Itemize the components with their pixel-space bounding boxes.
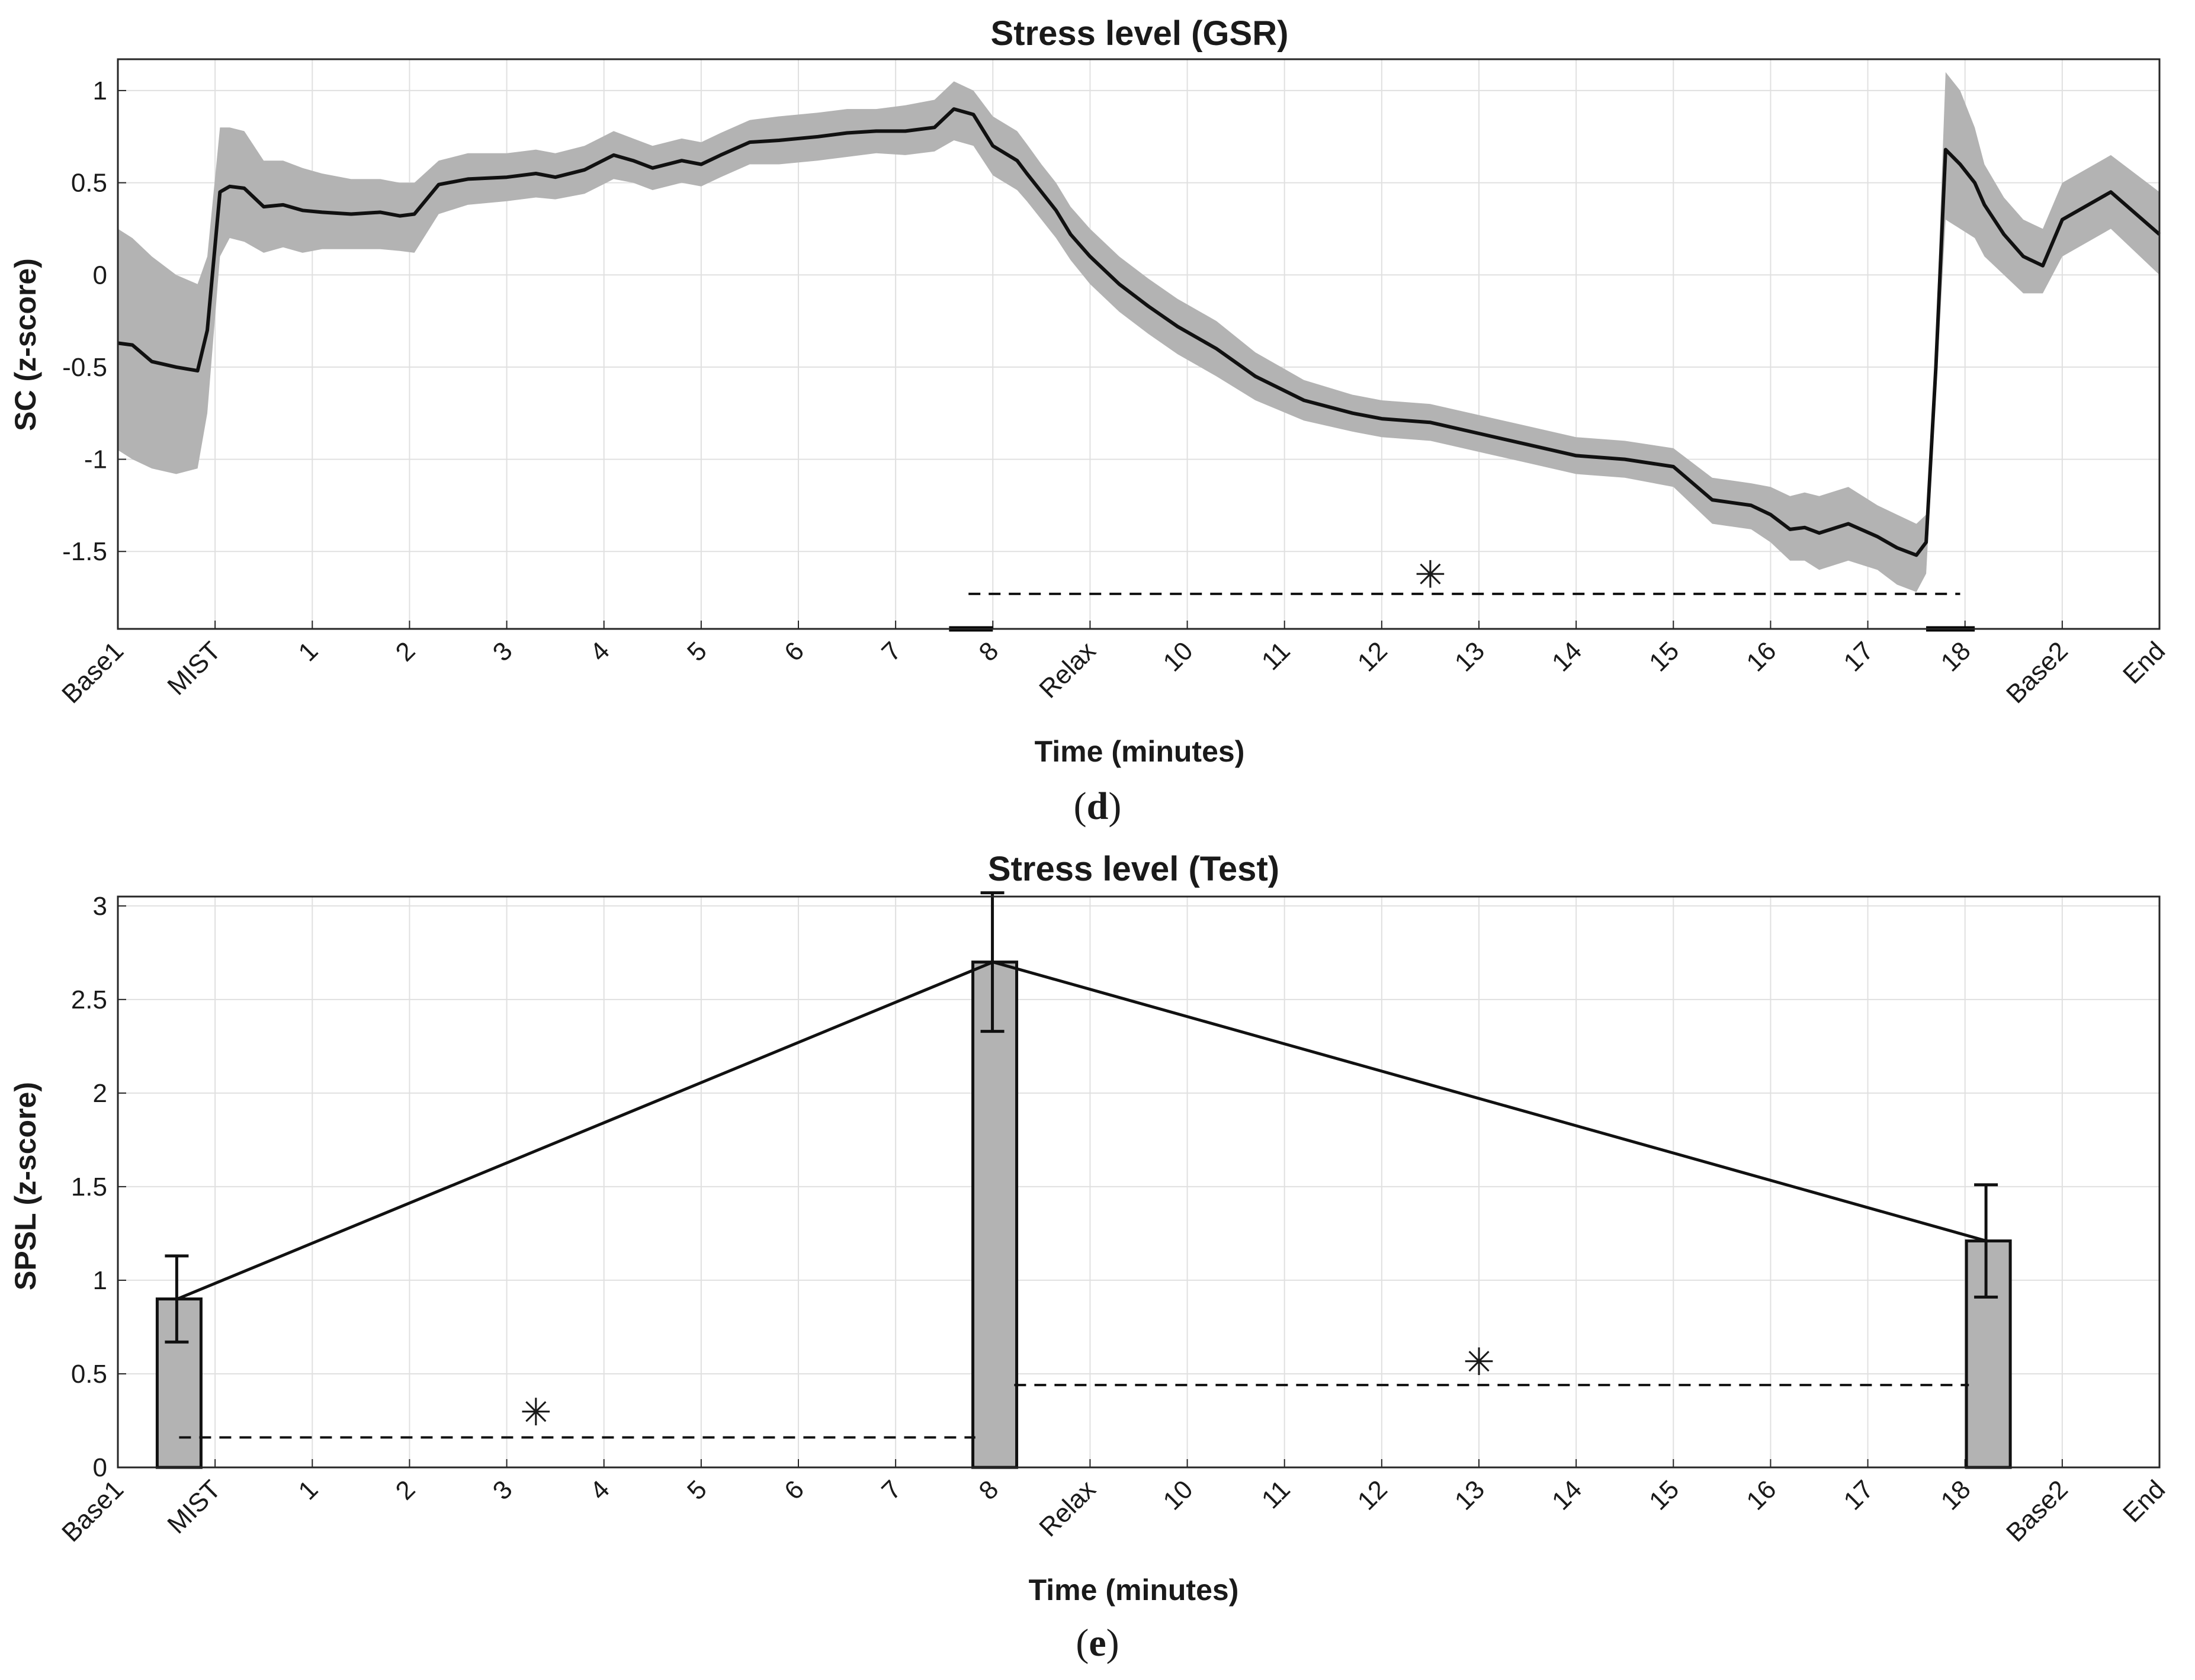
y-tick-label: 1.5 (71, 1173, 107, 1202)
x-tick-label: Base2 (2001, 1475, 2074, 1547)
axes-frame (117, 58, 2161, 630)
x-axis-label: Time (minutes) (1029, 1573, 1239, 1607)
x-tick-label: 17 (1838, 1475, 1879, 1515)
panel-caption: (e) (1076, 1621, 1119, 1665)
x-tick-label: 3 (487, 1475, 518, 1505)
x-tick-label: 15 (1644, 1475, 1684, 1515)
test-chart: Stress level (Test) Time (minutes) SPSL … (9, 850, 2171, 1665)
x-tick-label: 13 (1449, 1475, 1490, 1515)
x-tick-label: 10 (1157, 1475, 1198, 1515)
x-axis-label: Time (minutes) (1035, 735, 1245, 768)
y-tick-label: 0.5 (71, 169, 107, 198)
bar-relax (971, 961, 1019, 1469)
x-tick-label: 18 (1936, 1475, 1976, 1515)
x-tick-labels: Base1 MIST 1 2 3 4 5 6 7 8 Relax 10 11 12 13 14 15 16 17 18… (56, 1475, 2171, 1547)
chart-title: Stress level (Test) (988, 850, 1279, 888)
y-tick-labels: -1.5 -1 -0.5 0 0.5 1 (62, 76, 107, 566)
y-tick-labels: 0 0.5 1 1.5 2 2.5 3 (71, 892, 107, 1482)
bar-base2 (1965, 1239, 2012, 1469)
y-tick-label: 0 (93, 1453, 107, 1482)
x-tick-label: Base1 (56, 1475, 129, 1547)
x-tick-label: 8 (973, 1475, 1004, 1505)
y-tick-label: 3 (93, 892, 107, 921)
x-tick-label: 11 (1256, 1475, 1296, 1514)
data-marks: ✳ (117, 58, 2161, 632)
x-tick-label: MIST (162, 1475, 226, 1539)
y-axis-label: SC (z-score) (9, 258, 42, 431)
panel-caption: (d) (1074, 785, 1122, 828)
y-tick-label: 0.5 (71, 1360, 107, 1389)
x-tick-label: 2 (390, 1475, 421, 1505)
gsr-chart: Stress level (GSR) Time (minutes) SC (z-… (9, 14, 2171, 828)
panel-letter: e (1089, 1621, 1106, 1665)
x-tick-label: 14 (1546, 1475, 1587, 1515)
grid (117, 897, 2160, 1468)
chart-title: Stress level (GSR) (991, 14, 1289, 53)
significance-marker: ✳ (1414, 554, 1446, 596)
x-tick-label: 4 (585, 1475, 615, 1505)
bar-mist (155, 1297, 203, 1469)
significance-marker: ✳ (520, 1391, 552, 1434)
y-tick-label: -0.5 (62, 353, 107, 382)
x-tick-label: End (2117, 1475, 2171, 1528)
y-axis-label: SPSL (z-score) (9, 1082, 42, 1290)
y-tick-label: -1.5 (62, 537, 107, 566)
y-tick-label: 1 (93, 1266, 107, 1295)
axes-frame (117, 895, 2161, 1469)
plot-area (118, 897, 2159, 1467)
y-tick-label: -1 (84, 445, 107, 474)
x-tick-label: 16 (1741, 1475, 1782, 1515)
y-tick-label: 2 (93, 1079, 107, 1108)
series-line-mean (117, 107, 2161, 557)
x-tick-label: 7 (876, 1475, 907, 1505)
x-tick-label: 6 (779, 1475, 810, 1505)
y-tick-label: 2.5 (71, 985, 107, 1014)
x-tick-label: Relax (1034, 1475, 1101, 1542)
y-tick-label: 1 (93, 76, 107, 105)
y-tick-label: 0 (93, 261, 107, 290)
significance-marker: ✳ (1463, 1341, 1495, 1383)
panel-letter: d (1087, 785, 1109, 828)
x-tick-label: 12 (1352, 1475, 1393, 1515)
x-tick-label: 5 (682, 1475, 713, 1505)
data-marks: ✳✳ (117, 891, 2161, 1469)
x-tick-label: 1 (293, 1475, 323, 1505)
